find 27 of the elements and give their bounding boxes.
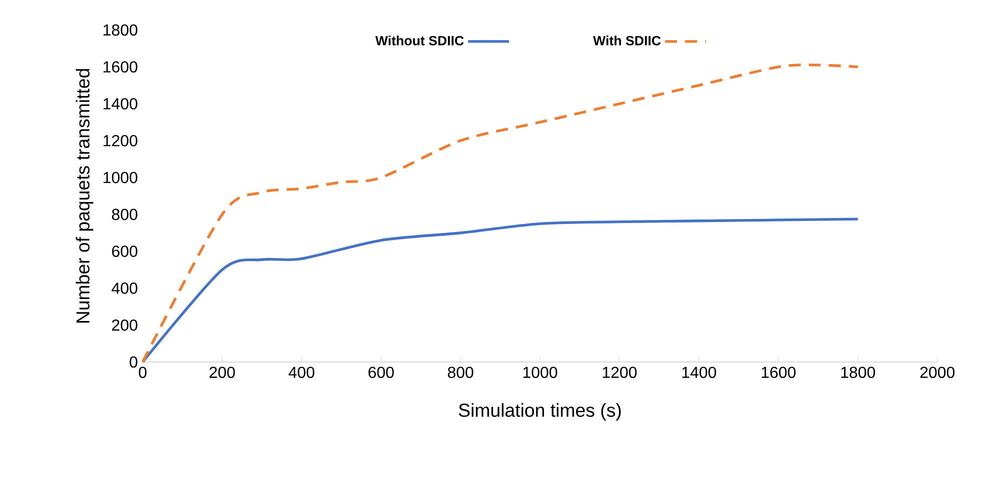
x-tick-label: 200 [210, 366, 235, 378]
y-tick-label: 1200 [104, 135, 138, 146]
y-tick-label: 1600 [104, 61, 138, 73]
line-series [141, 64, 860, 364]
x-tick-label: 1200 [602, 366, 637, 378]
y-tick-label: 600 [112, 246, 138, 257]
legend-label: Without SDIIC [375, 36, 464, 46]
y-tick-label: 1400 [104, 98, 138, 110]
y-tick-label: 1000 [104, 172, 138, 184]
x-tick-label: 1800 [841, 366, 876, 378]
y-tick-label: 1800 [104, 24, 138, 36]
legend-label: With SDIIC [593, 36, 661, 46]
y-tick-label: 800 [112, 208, 138, 220]
x-tick-label: 800 [448, 366, 474, 378]
line-series [141, 218, 860, 364]
x-tick-label: 0 [138, 366, 147, 378]
y-axis-title: Number of paquets transmitted [76, 69, 94, 323]
x-tick-label: 2000 [920, 366, 954, 378]
x-tick-label: 400 [288, 366, 314, 378]
x-tick-label: 1600 [762, 366, 796, 378]
x-tick-label: 600 [368, 366, 394, 378]
y-tick-label: 0 [130, 356, 138, 368]
y-tick-label: 400 [112, 282, 138, 294]
y-tick-label: 200 [112, 319, 138, 331]
x-axis-title: Simulation times (s) [458, 403, 621, 421]
x-tick-label: 1400 [682, 366, 716, 378]
x-tick-label: 1000 [523, 366, 558, 378]
